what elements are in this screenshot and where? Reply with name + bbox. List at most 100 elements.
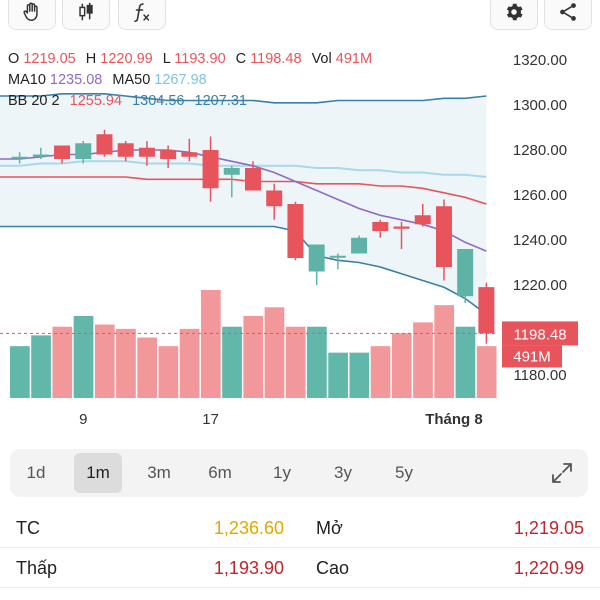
candle-body[interactable] (393, 226, 410, 229)
period-1y[interactable]: 1y (273, 463, 291, 482)
period-selector: 1d 1m 3m 6m 1y 3y 5y (10, 449, 588, 497)
expand-icon (552, 463, 572, 483)
share-button[interactable] (544, 0, 592, 30)
bollinger-upper-line (0, 92, 487, 104)
open-label: O (8, 51, 20, 67)
ma10-label: MA10 (8, 72, 46, 88)
close-label: C (235, 51, 247, 67)
volume-bar (179, 328, 200, 398)
candle-body[interactable] (54, 145, 71, 160)
volume-bar (158, 346, 179, 398)
candle-body[interactable] (32, 154, 49, 157)
volume-bar (455, 326, 476, 398)
candle-body[interactable] (223, 168, 240, 175)
candle-body[interactable] (138, 147, 155, 157)
high-value: 1220.99 (100, 51, 153, 67)
candle-body[interactable] (202, 150, 219, 189)
x-axis-tick-label: 9 (79, 411, 87, 428)
volume-value: 491M (335, 51, 373, 67)
period-3y[interactable]: 3y (334, 463, 352, 482)
bb-mid-value: 1304.56 (132, 93, 185, 109)
volume-bar (52, 326, 73, 398)
chart-canvas[interactable]: 1320.00 1300.00 1280.00 1260.00 1240.00 1220.… (0, 38, 600, 438)
candle-body[interactable] (266, 190, 283, 207)
period-5y[interactable]: 5y (395, 463, 413, 482)
bb-label: BB 20 2 (8, 93, 60, 109)
x-axis-tick-label: Tháng 8 (425, 411, 483, 428)
volume-badge (502, 345, 562, 368)
volume-bar (264, 307, 285, 398)
volume-bar (328, 352, 348, 398)
fullscreen-button[interactable] (550, 461, 574, 490)
chart-toolbar (0, 0, 600, 32)
candle-body[interactable] (75, 143, 92, 159)
candle-body[interactable] (457, 249, 474, 297)
volume-bar (349, 352, 370, 398)
low-price-label: Thấp (16, 558, 58, 578)
candle-body[interactable] (160, 150, 177, 159)
price-chart[interactable]: 1320.00 1300.00 1280.00 1260.00 1240.00 1220.… (0, 38, 600, 438)
volume-bar (94, 324, 115, 398)
low-price-value: 1,193.90 (213, 558, 284, 578)
candle-body[interactable] (435, 206, 452, 267)
candle-body[interactable] (351, 237, 368, 254)
volume-badge-text: 491M (513, 348, 551, 365)
candle-body[interactable] (329, 255, 346, 258)
candlestick-icon (79, 2, 93, 21)
candle-body[interactable] (287, 204, 304, 258)
candle-body[interactable] (181, 152, 198, 157)
volume-bar (391, 333, 412, 398)
ma50-line (0, 160, 487, 178)
candle-body[interactable] (245, 168, 261, 191)
open-value: 1219.05 (23, 51, 76, 67)
volume-bar (116, 328, 136, 398)
x-axis-tick-label: 17 (202, 411, 219, 428)
period-3m[interactable]: 3m (147, 463, 171, 482)
ma10-value: 1235.08 (49, 72, 103, 88)
settings-button[interactable] (490, 0, 538, 30)
chart-type-button[interactable] (62, 0, 110, 30)
hand-icon (23, 2, 38, 21)
volume-bar (73, 315, 94, 398)
bb-row: BB 20 2 1255.94 1304.56 1207.31 (8, 91, 378, 112)
low-label: L (162, 51, 171, 67)
volume-bar (476, 346, 497, 398)
candle-body[interactable] (11, 156, 28, 159)
high-label: H (85, 51, 97, 67)
reference-price-value: 1,236.60 (213, 518, 284, 538)
high-price-value: 1,220.99 (513, 558, 584, 578)
y-axis-tick-label: 1220.00 (513, 277, 567, 294)
volume-bar (413, 322, 433, 398)
period-1d[interactable]: 1d (26, 463, 46, 482)
candle-body[interactable] (96, 134, 113, 155)
candle-body[interactable] (372, 222, 389, 231)
ohlc-row: O 1219.05 H 1220.99 L 1193.90 C 1198.48 … (8, 49, 378, 70)
indicators-button[interactable] (118, 0, 166, 30)
stats-row-1: TC 1,236.60 Mở 1,219.05 (0, 508, 600, 548)
candle-body[interactable] (414, 215, 431, 225)
bollinger-lower-line (0, 225, 487, 315)
period-1m[interactable]: 1m (74, 453, 122, 493)
low-value: 1193.90 (174, 51, 226, 67)
y-axis-tick-label: 1300.00 (513, 97, 567, 114)
hand-tool-button[interactable] (8, 0, 56, 30)
volume-bar (307, 326, 327, 398)
close-value: 1198.48 (250, 51, 302, 67)
period-6m[interactable]: 6m (208, 463, 232, 482)
candle-body[interactable] (308, 244, 325, 272)
volume-bar (200, 290, 221, 398)
open-price-value: 1,219.05 (513, 518, 584, 538)
volume-label: Vol (311, 51, 332, 67)
volume-bar (137, 337, 158, 398)
y-axis-tick-label: 1180.00 (513, 367, 566, 384)
bb-upper-value: 1255.94 (69, 93, 123, 109)
ma50-value: 1267.98 (154, 72, 207, 88)
stats-row-2: Thấp 1,193.90 Cao 1,220.99 (0, 548, 600, 588)
price-badge (502, 321, 578, 346)
ma-row: MA10 1235.08 MA50 1267.98 (8, 70, 378, 91)
high-price-label: Cao (316, 558, 350, 578)
function-icon (134, 3, 150, 22)
candle-body[interactable] (478, 287, 495, 334)
open-price-label: Mở (316, 518, 343, 538)
candle-body[interactable] (117, 143, 134, 157)
